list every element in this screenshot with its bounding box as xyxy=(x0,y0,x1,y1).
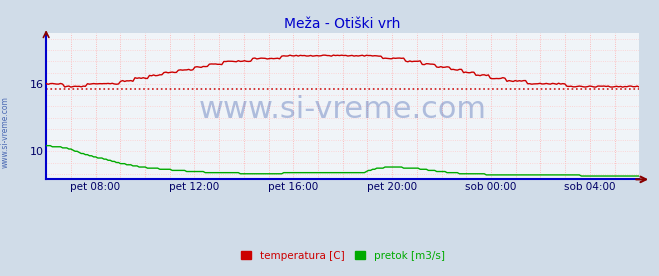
Title: Meža - Otiški vrh: Meža - Otiški vrh xyxy=(285,17,401,31)
Text: www.si-vreme.com: www.si-vreme.com xyxy=(1,97,10,168)
Legend: temperatura [C], pretok [m3/s]: temperatura [C], pretok [m3/s] xyxy=(237,246,449,265)
Text: www.si-vreme.com: www.si-vreme.com xyxy=(198,95,487,124)
